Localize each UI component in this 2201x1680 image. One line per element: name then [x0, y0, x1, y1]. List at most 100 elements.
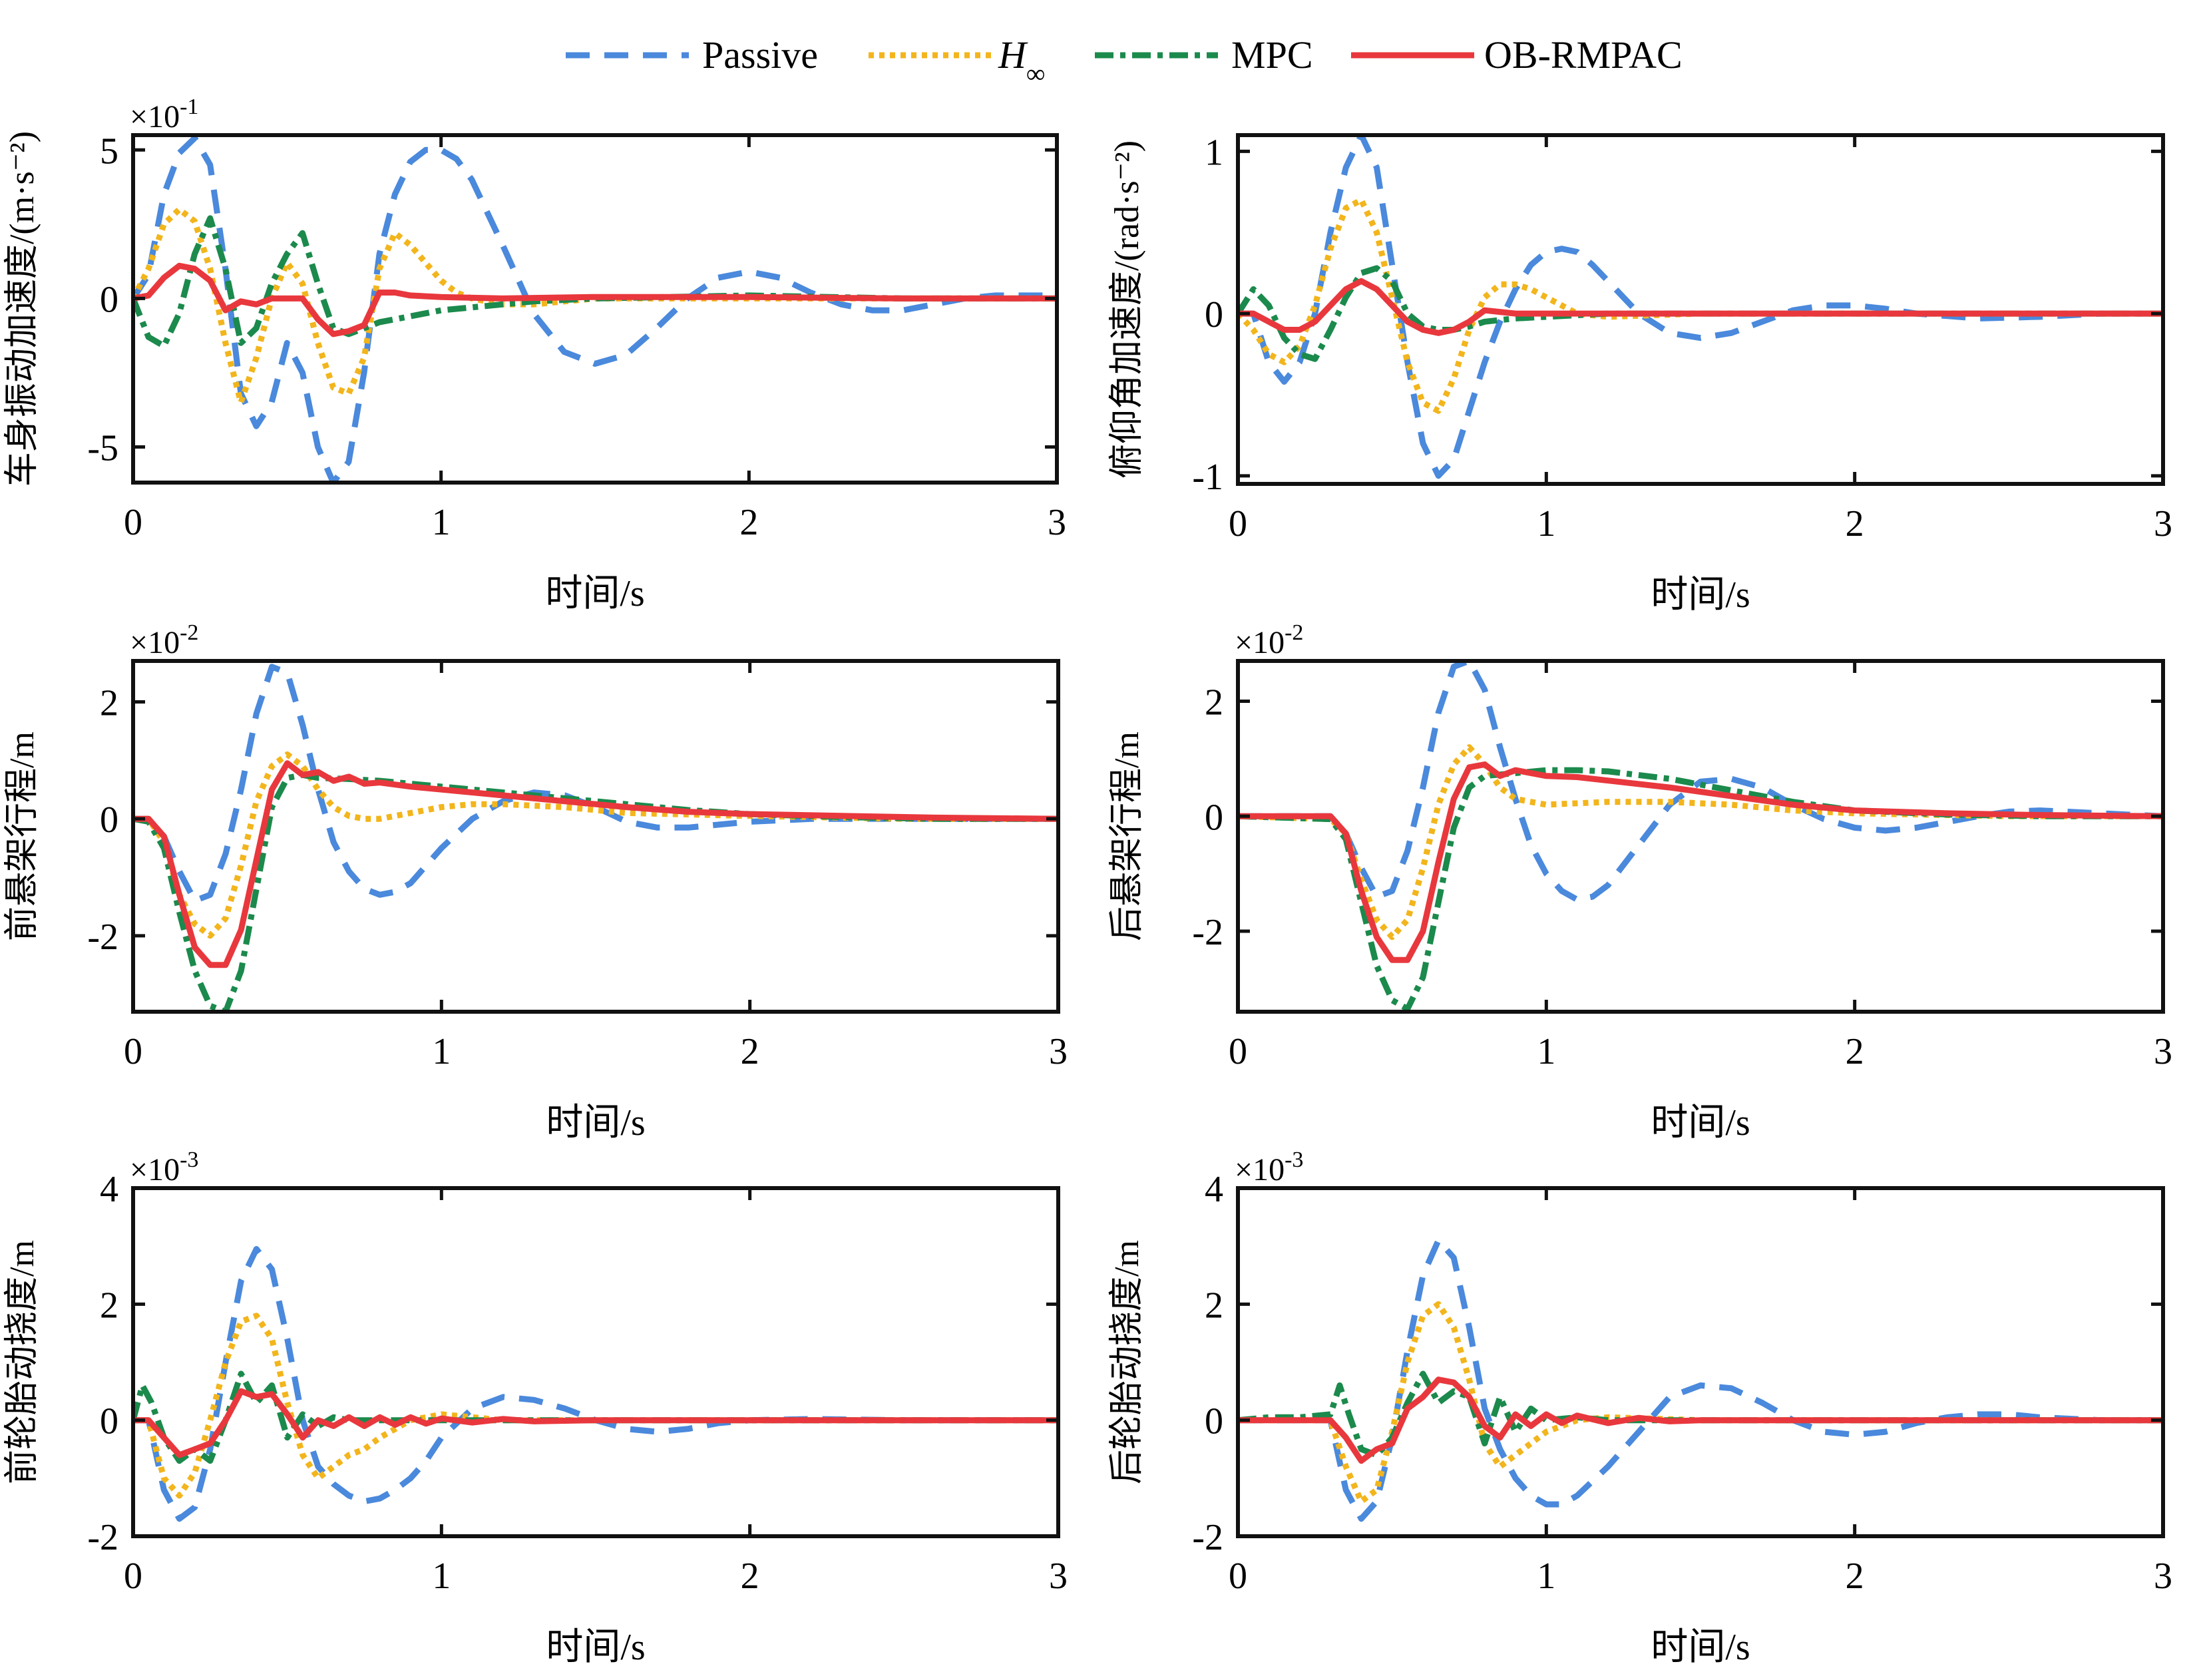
series-group — [1238, 135, 2163, 479]
y-tick-label: 0 — [1205, 797, 1223, 838]
x-tick-label: 3 — [1048, 502, 1066, 543]
series-group — [133, 1246, 1058, 1522]
x-tick-label: 3 — [2154, 1556, 2172, 1597]
legend-label: Passive — [702, 33, 818, 77]
series-line-passive — [133, 664, 1058, 904]
y-tick-label: 2 — [1205, 1285, 1223, 1326]
y-tick-label: -2 — [87, 917, 118, 958]
y-tick-label: -2 — [1192, 1517, 1223, 1558]
y-axis-label: 前轮胎动挠度/m — [3, 1240, 41, 1484]
y-exponent-label: ×10-1 — [130, 95, 198, 134]
x-tick-label: 1 — [1537, 1556, 1555, 1597]
series-line-h — [133, 1313, 1058, 1499]
series-group — [1238, 1237, 2163, 1522]
x-tick-label: 1 — [1537, 1031, 1555, 1072]
series-line-passive — [1238, 1237, 2163, 1522]
legend-label: OB-RMPAC — [1484, 33, 1683, 77]
axes-frame — [131, 1186, 1060, 1538]
x-tick-label: 2 — [741, 1556, 759, 1597]
x-tick-label: 2 — [741, 1031, 759, 1072]
axes-frame — [131, 659, 1060, 1014]
subplot-front-suspension-travel: 0 1 2 3 -2 0 2 ×10-2 时间/s 前悬架行程/m — [3, 620, 1068, 1144]
series-line-h — [1238, 744, 2163, 941]
y-tick-label: 2 — [100, 1285, 118, 1326]
x-tick-label: 1 — [432, 1031, 451, 1072]
y-tick-label: 1 — [1205, 132, 1223, 173]
series-line-ob-rmpac — [133, 760, 1058, 968]
y-tick-label: 5 — [100, 130, 118, 172]
series-line-h — [133, 751, 1058, 939]
x-tick-label: 1 — [432, 1556, 451, 1597]
y-tick-label: 4 — [100, 1169, 118, 1210]
series-line-h — [1238, 197, 2163, 414]
x-tick-label: 2 — [1846, 503, 1864, 544]
legend-entry-passive: Passive — [566, 33, 818, 77]
x-tick-label: 3 — [1049, 1031, 1068, 1072]
legend-label: MPC — [1231, 33, 1313, 77]
series-group — [133, 135, 1057, 483]
x-tick-label: 0 — [124, 1556, 142, 1597]
y-tick-label: -2 — [87, 1517, 118, 1558]
series-line-mpc — [133, 771, 1058, 1012]
axes-frame — [1236, 1186, 2165, 1538]
y-tick-label: -1 — [1192, 457, 1223, 498]
series-line-passive — [133, 1246, 1058, 1522]
legend-label: H∞ — [998, 33, 1045, 89]
x-tick-label: 0 — [1229, 1556, 1247, 1597]
y-axis-label: 后悬架行程/m — [1108, 732, 1146, 941]
y-tick-label: 0 — [100, 1401, 118, 1442]
y-axis-label: 车身振动加速度/(m·s⁻²) — [3, 131, 41, 487]
x-axis-label: 时间/s — [546, 1102, 645, 1144]
x-tick-label: 0 — [1229, 503, 1247, 544]
series-group — [133, 664, 1058, 1012]
x-tick-label: 3 — [1049, 1556, 1068, 1597]
x-axis-label: 时间/s — [545, 573, 644, 614]
x-tick-label: 1 — [432, 502, 451, 543]
y-tick-label: 0 — [100, 279, 118, 320]
x-tick-label: 2 — [739, 502, 758, 543]
axes-frame — [1236, 659, 2165, 1014]
x-tick-label: 3 — [2154, 503, 2172, 544]
axes-frame — [131, 133, 1059, 485]
y-exponent-label: ×10-3 — [130, 1148, 198, 1187]
y-tick-label: 0 — [1205, 1401, 1223, 1442]
axes-frame — [1236, 133, 2165, 486]
legend-entry-h: H∞ — [869, 33, 1045, 89]
series-line-ob-rmpac — [1238, 1376, 2163, 1464]
series-group — [1238, 661, 2163, 1012]
y-tick-label: -2 — [1192, 912, 1223, 953]
y-axis-label: 俯仰角加速度/(rad·s⁻²) — [1108, 140, 1146, 479]
x-tick-label: 2 — [1846, 1556, 1864, 1597]
y-tick-label: 0 — [1205, 294, 1223, 335]
y-tick-label: 4 — [1205, 1169, 1223, 1210]
series-line-ob-rmpac — [133, 1388, 1058, 1458]
x-tick-label: 1 — [1537, 503, 1555, 544]
x-axis-label: 时间/s — [546, 1627, 645, 1668]
y-axis-label: 后轮胎动挠度/m — [1108, 1240, 1146, 1484]
series-line-mpc — [133, 1370, 1058, 1464]
series-line-mpc — [133, 215, 1057, 349]
series-line-ob-rmpac — [1238, 278, 2163, 336]
y-tick-label: 2 — [1205, 682, 1223, 723]
series-line-ob-rmpac — [1238, 761, 2163, 963]
x-axis-label: 时间/s — [1651, 1627, 1750, 1668]
x-tick-label: 2 — [1846, 1031, 1864, 1072]
x-tick-label: 0 — [124, 502, 142, 543]
subplot-rear-suspension-travel: 0 1 2 3 -2 0 2 ×10-2 时间/s 后悬架行程/m — [1108, 620, 2172, 1144]
series-line-passive — [1238, 661, 2163, 903]
x-tick-label: 0 — [124, 1031, 142, 1072]
y-exponent-label: ×10-2 — [1235, 620, 1303, 660]
y-exponent-label: ×10-3 — [1235, 1148, 1303, 1187]
legend-entry-mpc: MPC — [1095, 33, 1313, 77]
x-tick-label: 3 — [2154, 1031, 2172, 1072]
series-line-ob-rmpac — [133, 262, 1057, 337]
series-line-h — [1238, 1301, 2163, 1505]
y-tick-label: 0 — [100, 799, 118, 841]
y-tick-label: -5 — [87, 427, 118, 469]
y-exponent-label: ×10-2 — [130, 620, 198, 660]
